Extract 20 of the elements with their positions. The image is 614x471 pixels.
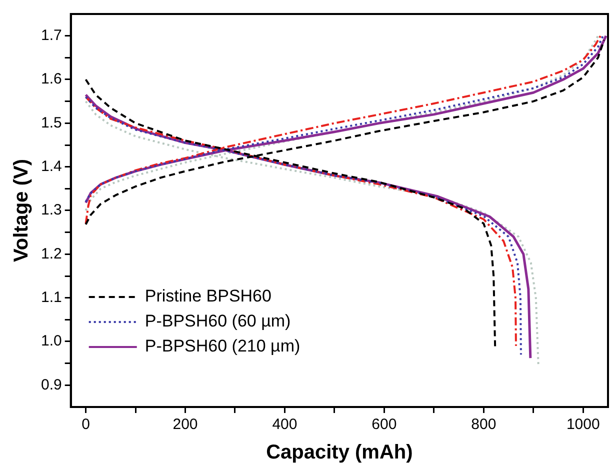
y-tick-label: 1.6 bbox=[40, 70, 62, 88]
legend-label: P-BPSH60 (60 µm) bbox=[144, 312, 291, 331]
legend-label: Pristine BPSH60 bbox=[144, 286, 272, 306]
y-tick-label: 1.0 bbox=[40, 332, 62, 350]
y-tick-label: 1.2 bbox=[40, 245, 62, 262]
y-tick-label: 1.4 bbox=[40, 158, 62, 175]
y-tick-label: 0.9 bbox=[40, 376, 62, 394]
y-tick-label: 1.7 bbox=[40, 26, 62, 44]
y-tick-label: 1.3 bbox=[40, 202, 62, 219]
x-tick-label: 800 bbox=[471, 416, 496, 434]
x-tick-label: 200 bbox=[172, 416, 198, 434]
legend-label: P-BPSH60 (210 µm) bbox=[144, 336, 300, 356]
x-tick-label: 1000 bbox=[566, 416, 600, 434]
x-axis-title: Capacity (mAh) bbox=[266, 442, 413, 464]
y-axis-title: Voltage (V) bbox=[10, 159, 33, 262]
x-tick-label: 600 bbox=[372, 416, 397, 434]
y-tick-label: 1.1 bbox=[40, 288, 62, 306]
x-tick-label: 0 bbox=[82, 416, 90, 434]
y-tick-label: 1.5 bbox=[40, 114, 62, 132]
x-tick-label: 400 bbox=[272, 416, 298, 434]
